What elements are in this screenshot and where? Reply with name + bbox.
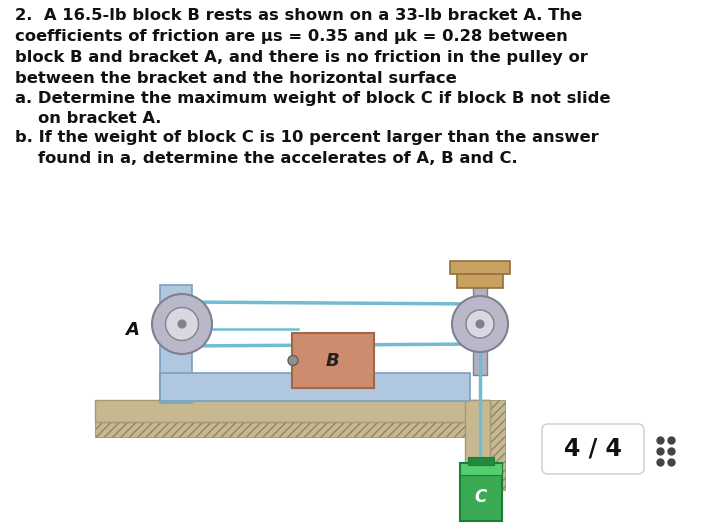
Bar <box>95 422 490 437</box>
Bar <box>450 261 510 274</box>
Text: coefficients of friction are μs = 0.35 and μk = 0.28 between: coefficients of friction are μs = 0.35 a… <box>15 29 568 44</box>
Circle shape <box>466 310 494 338</box>
Bar <box>95 400 490 422</box>
Bar <box>457 272 503 288</box>
Text: block B and bracket A, and there is no friction in the pulley or: block B and bracket A, and there is no f… <box>15 50 588 65</box>
Text: a. Determine the maximum weight of block C if block B not slide: a. Determine the maximum weight of block… <box>15 91 611 106</box>
Circle shape <box>166 307 199 340</box>
Text: on bracket A.: on bracket A. <box>15 111 161 126</box>
Text: C: C <box>475 488 487 506</box>
Bar <box>465 400 490 490</box>
Bar <box>160 373 470 401</box>
Text: A: A <box>125 321 139 339</box>
Circle shape <box>452 296 508 352</box>
FancyBboxPatch shape <box>542 424 644 474</box>
Bar <box>460 463 502 521</box>
Bar <box>490 400 505 490</box>
Bar <box>160 285 192 403</box>
Text: found in a, determine the accelerates of A, B and C.: found in a, determine the accelerates of… <box>15 151 518 166</box>
Bar <box>473 285 487 375</box>
Circle shape <box>476 320 484 328</box>
Text: 4 / 4: 4 / 4 <box>564 437 622 461</box>
Bar <box>292 333 374 388</box>
Circle shape <box>178 320 186 328</box>
Text: 2.  A 16.5-lb block B rests as shown on a 33-lb bracket A. The: 2. A 16.5-lb block B rests as shown on a… <box>15 8 582 23</box>
Bar <box>460 463 502 475</box>
Bar <box>468 457 494 465</box>
Circle shape <box>288 356 298 366</box>
Text: B: B <box>326 351 340 369</box>
Text: b. If the weight of block C is 10 percent larger than the answer: b. If the weight of block C is 10 percen… <box>15 130 599 145</box>
Text: between the bracket and the horizontal surface: between the bracket and the horizontal s… <box>15 71 456 86</box>
Circle shape <box>152 294 212 354</box>
